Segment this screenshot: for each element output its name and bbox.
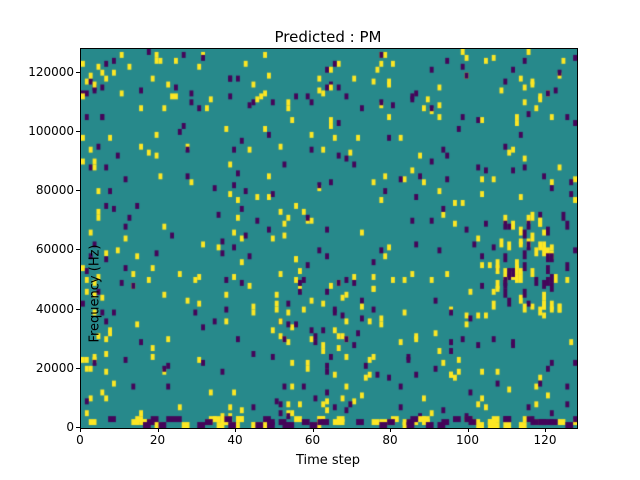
y-tick-label: 20000 [35, 360, 74, 375]
y-tick-mark [76, 367, 80, 369]
y-tick-mark [76, 130, 80, 132]
x-tick-mark [545, 428, 546, 432]
x-tick-label: 120 [533, 433, 557, 447]
x-tick-mark [467, 428, 469, 432]
y-tick-mark [76, 308, 80, 310]
y-tick-label: 100000 [28, 123, 74, 138]
y-tick-label: 40000 [35, 301, 74, 316]
x-tick-label: 20 [149, 433, 166, 447]
x-tick-mark [312, 428, 314, 432]
y-tick-mark [76, 427, 80, 428]
y-tick-mark [76, 249, 80, 251]
y-tick-mark [76, 190, 80, 192]
y-tick-label: 80000 [35, 183, 74, 198]
x-tick-label: 40 [227, 433, 243, 447]
y-tick-label: 120000 [28, 64, 74, 79]
chart-title: Predicted : PM [274, 28, 382, 46]
x-axis-label: Time step [295, 453, 361, 468]
x-tick-mark [235, 428, 236, 432]
x-tick-label: 0 [76, 433, 84, 447]
x-tick-mark [80, 428, 81, 432]
y-tick-label: 60000 [35, 242, 74, 257]
x-tick-label: 80 [382, 433, 398, 447]
x-tick-label: 60 [304, 433, 321, 447]
y-tick-label: 0 [66, 420, 74, 434]
plot-area: Frequency (Hz) [80, 48, 578, 429]
x-tick-mark [390, 428, 391, 432]
x-tick-mark [157, 428, 159, 432]
x-tick-label: 100 [456, 433, 479, 447]
y-tick-mark [76, 71, 80, 73]
heatmap-canvas [81, 49, 577, 428]
y-axis-label: Frequency (Hz) [87, 244, 103, 343]
